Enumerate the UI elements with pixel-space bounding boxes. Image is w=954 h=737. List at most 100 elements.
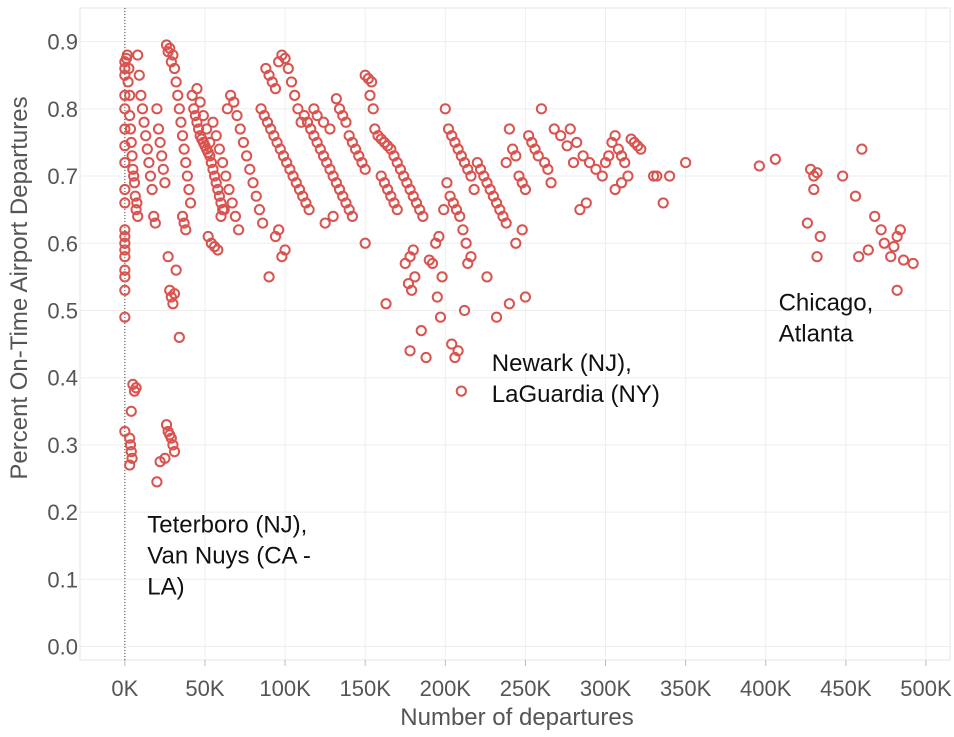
- data-point: [446, 338, 458, 350]
- data-point: [160, 419, 173, 431]
- data-point: [210, 130, 222, 142]
- data-point: [253, 204, 266, 216]
- data-point: [327, 210, 339, 222]
- y-tick-label: 0.0: [47, 635, 78, 660]
- data-point: [279, 52, 291, 65]
- data-point: [126, 452, 138, 464]
- data-point: [168, 288, 181, 300]
- data-point: [269, 230, 282, 243]
- data-point: [407, 244, 419, 256]
- data-point: [154, 456, 166, 468]
- x-tick-label: 300K: [580, 676, 632, 701]
- y-tick-label: 0.8: [47, 97, 78, 122]
- data-point: [382, 140, 394, 152]
- data-point: [125, 446, 137, 458]
- data-point: [359, 163, 371, 175]
- data-point: [615, 177, 628, 189]
- data-point: [212, 244, 224, 256]
- data-point: [503, 123, 515, 135]
- data-point: [438, 204, 450, 216]
- data-point: [561, 140, 573, 152]
- data-point: [133, 69, 145, 81]
- data-point: [119, 264, 131, 276]
- data-point: [431, 291, 443, 303]
- data-point: [567, 156, 580, 169]
- data-point: [127, 163, 139, 175]
- data-point: [519, 183, 532, 196]
- annotation-label: Newark (NJ), LaGuardia (NY): [492, 350, 660, 408]
- data-point: [191, 83, 203, 95]
- data-point: [226, 197, 238, 209]
- data-point: [188, 103, 200, 115]
- data-point: [503, 298, 515, 310]
- data-point: [257, 217, 269, 229]
- data-point: [229, 210, 242, 222]
- data-point: [119, 89, 131, 101]
- data-point: [135, 89, 147, 101]
- data-point: [455, 385, 467, 397]
- data-point: [622, 170, 634, 182]
- y-axis-title: Percent On-Time Airport Departures: [6, 96, 33, 479]
- data-point: [311, 109, 323, 122]
- x-tick-label: 50K: [185, 676, 224, 701]
- data-point: [132, 210, 144, 222]
- data-point: [216, 156, 229, 169]
- data-point: [157, 163, 169, 175]
- data-point: [359, 237, 371, 249]
- data-point: [458, 304, 471, 317]
- data-point: [282, 62, 294, 75]
- data-point: [152, 123, 165, 135]
- data-point: [510, 150, 522, 162]
- data-point: [359, 69, 371, 81]
- data-point: [878, 237, 890, 249]
- data-point: [146, 183, 158, 196]
- data-point: [123, 62, 135, 75]
- data-point: [769, 153, 781, 165]
- y-tick-label: 0.7: [47, 164, 78, 189]
- data-point: [124, 459, 136, 471]
- data-point: [128, 177, 141, 189]
- data-point: [173, 103, 185, 115]
- data-point: [228, 96, 240, 108]
- data-point: [452, 345, 464, 357]
- annotations: Teterboro (NJ), Van Nuys (CA -LA) Newark (…: [147, 289, 873, 600]
- data-point: [176, 210, 189, 222]
- data-point: [409, 271, 421, 283]
- data-point: [162, 251, 174, 263]
- data-point: [119, 230, 131, 243]
- data-point: [885, 251, 897, 263]
- data-point: [144, 170, 157, 182]
- data-point: [346, 210, 358, 222]
- data-point: [814, 230, 826, 243]
- data-point: [124, 109, 136, 122]
- data-point: [657, 197, 669, 209]
- data-point: [590, 163, 602, 175]
- data-point: [516, 224, 528, 236]
- data-point: [457, 224, 469, 236]
- data-point: [138, 116, 150, 128]
- data-point: [181, 170, 193, 182]
- data-point: [542, 163, 554, 175]
- data-point: [250, 190, 262, 202]
- y-tick-label: 0.5: [47, 298, 78, 323]
- data-point: [119, 271, 131, 283]
- data-point: [625, 133, 637, 145]
- data-point: [197, 109, 209, 122]
- data-point: [172, 89, 184, 101]
- data-point: [132, 49, 144, 61]
- data-point: [436, 271, 448, 283]
- data-point: [237, 136, 250, 149]
- data-point: [380, 298, 392, 310]
- data-point: [119, 284, 131, 296]
- data-point: [519, 291, 532, 303]
- data-point: [168, 62, 181, 75]
- data-point: [125, 136, 137, 149]
- data-point: [167, 298, 179, 310]
- data-point: [218, 204, 230, 216]
- data-point: [375, 133, 387, 145]
- data-point: [875, 224, 887, 236]
- data-point: [434, 311, 447, 323]
- data-point: [204, 150, 216, 162]
- data-point: [204, 136, 216, 149]
